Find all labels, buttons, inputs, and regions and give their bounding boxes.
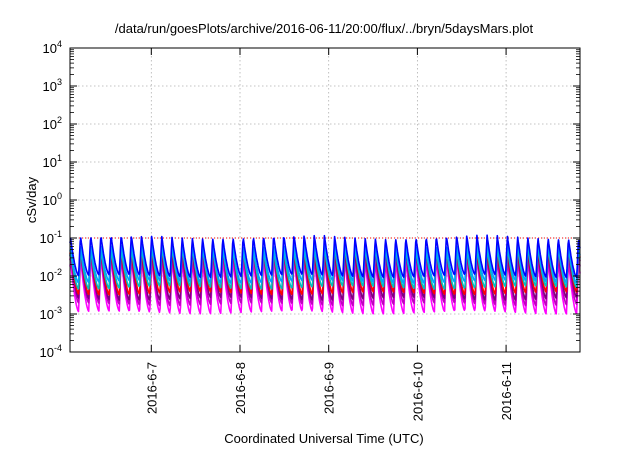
series-line	[69, 241, 581, 285]
y-axis-label: cSv/day	[24, 176, 39, 223]
y-tick-label: 103	[43, 77, 62, 94]
x-tick-label: 2016-6-10	[410, 362, 425, 421]
y-tick-label: 10-3	[40, 305, 62, 322]
plot-frame	[69, 47, 581, 353]
x-tick-label: 2016-6-9	[322, 362, 337, 414]
axes: 10-4 10-3 10-2 10-1 100 101 102 103 104 2016-6-7 2…	[40, 39, 581, 421]
y-tick-label: 104	[43, 39, 62, 56]
y-tick-label: 10-2	[40, 267, 62, 284]
series-layer	[69, 234, 581, 315]
y-tick-label: 102	[43, 115, 62, 132]
chart-title: /data/run/goesPlots/archive/2016-06-11/2…	[115, 21, 534, 36]
y-tick-label: 101	[43, 153, 62, 170]
x-tick-label: 2016-6-8	[233, 362, 248, 414]
y-tick-label: 10-1	[40, 229, 62, 246]
y-tick-label: 100	[43, 191, 62, 208]
x-tick-label: 2016-6-7	[144, 362, 159, 414]
x-tick-label: 2016-6-11	[499, 362, 514, 420]
x-axis-label: Coordinated Universal Time (UTC)	[224, 431, 423, 446]
y-tick-label: 10-4	[40, 343, 62, 360]
series-line	[69, 234, 581, 279]
